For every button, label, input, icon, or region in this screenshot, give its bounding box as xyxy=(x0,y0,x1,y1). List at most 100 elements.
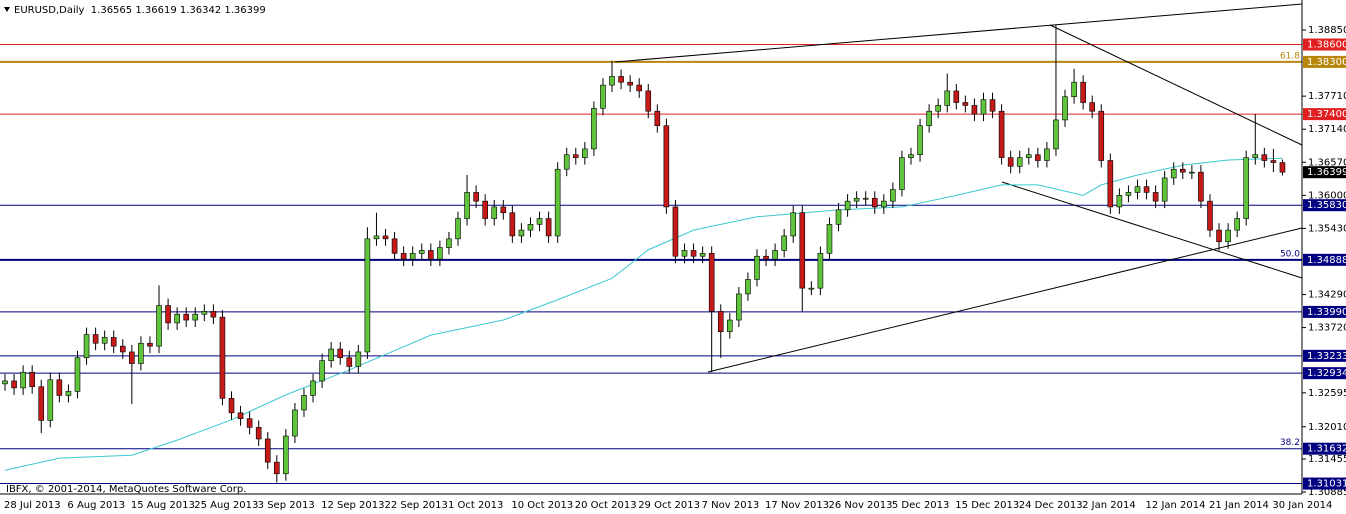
candle-body xyxy=(917,125,923,156)
candle-body xyxy=(129,351,135,364)
candle-body xyxy=(255,427,262,440)
candle-body xyxy=(572,154,579,158)
candle-body xyxy=(219,316,226,399)
level-price-box xyxy=(1303,305,1346,318)
candle-body xyxy=(1143,186,1150,193)
candle-body xyxy=(835,209,842,225)
candle-body xyxy=(998,110,1005,158)
x-tick-label: 6 Aug 2013 xyxy=(67,500,125,511)
x-tick-label: 30 Jan 2014 xyxy=(1272,500,1332,511)
candle-body xyxy=(609,76,615,86)
candle-body xyxy=(174,313,180,324)
candle-body xyxy=(355,351,362,367)
candle-body xyxy=(926,110,932,127)
candle-body xyxy=(1243,157,1250,219)
candle-body xyxy=(500,206,507,214)
x-tick-label: 17 Nov 2013 xyxy=(765,500,829,511)
level-price-label: 1.31632 xyxy=(1307,444,1346,455)
candle-body xyxy=(1161,177,1168,202)
candle-body xyxy=(681,250,688,257)
candle-body xyxy=(890,189,896,202)
candle-body xyxy=(418,250,425,254)
x-tick-label: 21 Jan 2014 xyxy=(1209,500,1269,511)
current-price-label: 1.36399 xyxy=(1307,167,1346,178)
candle-body xyxy=(1007,157,1014,167)
level-price-label: 1.38300 xyxy=(1307,57,1346,68)
candle-body xyxy=(310,380,316,396)
x-tick-label: 28 Jul 2013 xyxy=(4,500,61,511)
candle-body xyxy=(790,212,797,237)
candle-body xyxy=(273,461,280,475)
candle-body xyxy=(962,102,969,106)
candle-body xyxy=(754,255,760,280)
candle-body xyxy=(636,84,643,92)
menu-arrow[interactable] xyxy=(4,7,10,12)
candle-body xyxy=(56,379,63,396)
y-tick-label: 1.31455 xyxy=(1308,454,1346,465)
x-tick-label: 2 Jan 2014 xyxy=(1082,500,1136,511)
candle-body xyxy=(391,238,398,254)
candle-body xyxy=(464,192,470,219)
candle-body xyxy=(237,412,244,419)
candle-body xyxy=(554,168,561,237)
candle-body xyxy=(373,235,380,240)
level-price-box xyxy=(1303,477,1346,490)
candle-body xyxy=(473,192,479,202)
candle-body xyxy=(518,229,525,237)
x-tick-label: 1 Oct 2013 xyxy=(448,500,503,511)
candle-body xyxy=(165,305,171,324)
candle-body xyxy=(899,157,905,190)
x-tick-label: 3 Sep 2013 xyxy=(258,500,315,511)
level-price-box xyxy=(1303,367,1346,380)
candle-body xyxy=(1053,119,1059,150)
x-tick-label: 20 Oct 2013 xyxy=(575,500,637,511)
candle-body xyxy=(346,357,353,367)
candle-body xyxy=(781,235,787,251)
candle-body xyxy=(65,391,72,396)
y-tick-label: 1.33720 xyxy=(1308,323,1346,334)
candle-body xyxy=(717,311,724,332)
x-tick-label: 25 Aug 2013 xyxy=(194,500,258,511)
level-price-label: 1.31031 xyxy=(1307,479,1346,490)
candle-body xyxy=(1198,171,1204,202)
x-tick-label: 5 Dec 2013 xyxy=(892,500,950,511)
candle-body xyxy=(1279,162,1286,173)
level-price-box xyxy=(1303,349,1346,362)
level-price-label: 1.34888 xyxy=(1307,255,1346,266)
candle-body xyxy=(980,99,987,115)
candle-body xyxy=(536,218,543,225)
candle-body xyxy=(292,409,298,437)
candle-body xyxy=(1225,229,1231,243)
candle-body xyxy=(11,380,17,389)
candle-body xyxy=(826,224,833,254)
candle-body xyxy=(74,357,81,392)
candle-body xyxy=(147,342,153,347)
candle-body xyxy=(119,345,126,353)
y-tick-label: 1.34290 xyxy=(1308,290,1346,301)
candle-body xyxy=(1261,154,1268,161)
candle-body xyxy=(1152,192,1159,202)
level-price-box xyxy=(1303,38,1346,51)
candle-body xyxy=(1270,160,1277,163)
candle-body xyxy=(627,81,633,86)
candle-body xyxy=(763,255,769,260)
candle-body xyxy=(690,250,697,257)
level-price-label: 1.38600 xyxy=(1307,40,1346,51)
x-tick-label: 29 Oct 2013 xyxy=(638,500,700,511)
candle-body xyxy=(944,90,951,106)
candle-body xyxy=(1098,110,1105,161)
candle-body xyxy=(672,206,679,257)
level-price-box xyxy=(1303,55,1346,68)
candle-body xyxy=(844,200,851,211)
candle-body xyxy=(29,371,35,388)
candle-body xyxy=(201,311,208,315)
candle-body xyxy=(645,90,652,112)
level-price-label: 1.32934 xyxy=(1307,368,1346,379)
candle-body xyxy=(446,238,452,248)
fib-label: 50.0 xyxy=(1280,249,1300,259)
candle-body xyxy=(935,105,941,112)
candle-body xyxy=(881,200,887,208)
candle-body xyxy=(953,90,960,103)
y-tick-label: 1.36570 xyxy=(1308,157,1346,168)
